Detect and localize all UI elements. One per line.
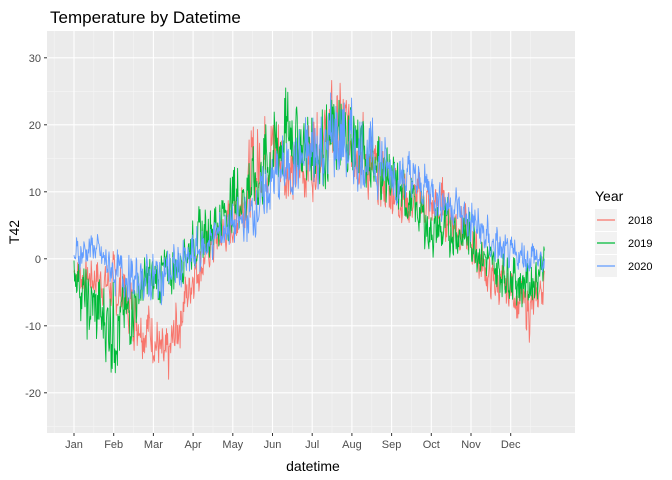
y-axis: -20 -10 0 10 20 30 <box>25 53 47 400</box>
y-tick-label: 0 <box>35 254 41 266</box>
x-axis-title: datetime <box>286 458 340 474</box>
x-tick-label: Jan <box>65 439 83 451</box>
x-tick-label: Jul <box>305 439 319 451</box>
legend-label-2018: 2018 <box>628 215 652 227</box>
x-tick-label: Jun <box>264 439 282 451</box>
y-tick-label: 10 <box>29 187 41 199</box>
y-tick-label: 30 <box>29 53 41 65</box>
legend-label-2019: 2019 <box>628 238 652 250</box>
x-tick-label: Feb <box>104 439 123 451</box>
legend: Year 2018 2019 2020 <box>595 188 652 277</box>
y-tick-label: -20 <box>25 388 41 400</box>
x-tick-label: Mar <box>144 439 163 451</box>
x-tick-label: Aug <box>342 439 362 451</box>
x-tick-label: Dec <box>501 439 521 451</box>
legend-title: Year <box>595 188 624 204</box>
x-tick-label: Apr <box>185 439 202 451</box>
x-tick-label: Oct <box>423 439 440 451</box>
series-layer <box>73 79 545 380</box>
y-tick-label: -10 <box>25 321 41 333</box>
x-tick-label: May <box>222 439 243 451</box>
y-axis-title: T42 <box>6 220 22 244</box>
chart-title: Temperature by Datetime <box>50 8 241 27</box>
y-tick-label: 20 <box>29 120 41 132</box>
x-tick-label: Nov <box>461 439 481 451</box>
series-line-2020 <box>73 92 545 306</box>
x-tick-label: Sep <box>382 439 402 451</box>
legend-label-2020: 2020 <box>628 261 652 273</box>
x-axis: Jan Feb Mar Apr May Jun Jul Aug Sep Oct Nov Dec <box>65 433 521 451</box>
